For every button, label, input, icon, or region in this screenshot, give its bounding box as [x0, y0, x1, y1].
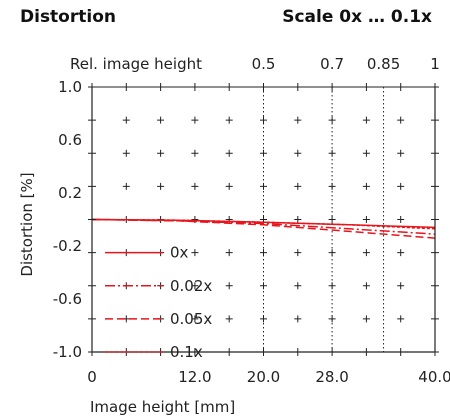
grid-marker	[362, 249, 370, 257]
grid-marker	[397, 249, 405, 257]
chart-title: Distortion	[20, 7, 116, 27]
grid-marker	[362, 315, 370, 323]
grid-marker	[362, 282, 370, 290]
grid-marker	[397, 182, 405, 190]
series-line-0_1x	[91, 218, 436, 230]
y-tick-label: -0.2	[53, 237, 82, 255]
grid-marker	[225, 249, 233, 257]
grid-marker	[397, 149, 405, 157]
grid-marker	[225, 182, 233, 190]
grid-marker	[191, 149, 199, 157]
grid-marker	[191, 282, 199, 290]
grid-marker	[294, 249, 302, 257]
grid-marker	[328, 249, 336, 257]
legend: 0x 0.02x 0.05x 0.1x	[105, 244, 212, 361]
grid-marker	[260, 249, 267, 257]
grid-marker	[294, 315, 302, 323]
y-tick-label: 0.6	[58, 131, 82, 149]
grid-marker	[157, 116, 165, 124]
grid-marker	[225, 282, 233, 290]
grid-marker	[328, 315, 336, 323]
legend-label: 0.05x	[170, 310, 212, 328]
grid-marker	[225, 315, 233, 323]
grid-marker	[294, 116, 302, 124]
series-line-0_05x	[91, 218, 436, 239]
x-tick-label: 40.0	[418, 368, 450, 386]
series-layer	[91, 218, 436, 239]
grid-marker	[122, 149, 130, 157]
grid-marker	[362, 216, 370, 223]
grid-marker	[397, 116, 405, 124]
x-tick-label: 12.0	[178, 368, 211, 386]
scale-label: Scale 0x … 0.1x	[282, 7, 432, 27]
y-tick-label: 0.2	[58, 184, 82, 202]
grid-marker	[362, 116, 370, 124]
rel-tick-label: 0.85	[367, 55, 400, 73]
grid-marker	[157, 182, 165, 190]
legend-label: 0.1x	[170, 343, 203, 361]
grid-marker	[191, 249, 199, 257]
y-tick-label: -0.6	[53, 290, 82, 308]
x-tick-label: 20.0	[247, 368, 280, 386]
grid-marker	[397, 282, 405, 290]
grid-marker	[294, 282, 302, 290]
grid-marker	[397, 216, 405, 223]
rel-tick-label: 0.5	[252, 55, 276, 73]
grid-marker	[191, 182, 199, 190]
grid-marker	[122, 182, 130, 190]
grid-marker	[191, 315, 199, 323]
grid-marker	[294, 149, 302, 157]
legend-label: 0x	[170, 244, 189, 262]
x-tick-label: 28.0	[315, 368, 348, 386]
grid-marker	[397, 315, 405, 323]
grid-marker	[260, 315, 267, 323]
grid-marker	[294, 216, 302, 223]
grid-marker	[191, 116, 199, 124]
rel-tick-label: 1	[430, 55, 440, 73]
y-tick-label: 1.0	[58, 78, 82, 96]
grid-marker	[157, 149, 165, 157]
y-axis-label: Distortion [%]	[18, 172, 36, 276]
y-tick-label: -1.0	[53, 343, 82, 361]
x-tick-label: 0	[87, 368, 97, 386]
axes-layer: 0.5 0.7 0.85 1 Rel. image height 1.0 0.6 0.2 -0.…	[18, 55, 450, 416]
grid-marker	[294, 182, 302, 190]
rel-tick-label: 0.7	[320, 55, 344, 73]
grid-layer	[122, 87, 405, 352]
grid-marker	[225, 149, 233, 157]
rel-axis-label: Rel. image height	[70, 55, 202, 73]
grid-marker	[225, 116, 233, 124]
x-axis-label: Image height [mm]	[90, 398, 235, 416]
grid-marker	[362, 149, 370, 157]
legend-label: 0.02x	[170, 277, 212, 295]
grid-marker	[362, 182, 370, 190]
grid-marker	[122, 116, 130, 124]
